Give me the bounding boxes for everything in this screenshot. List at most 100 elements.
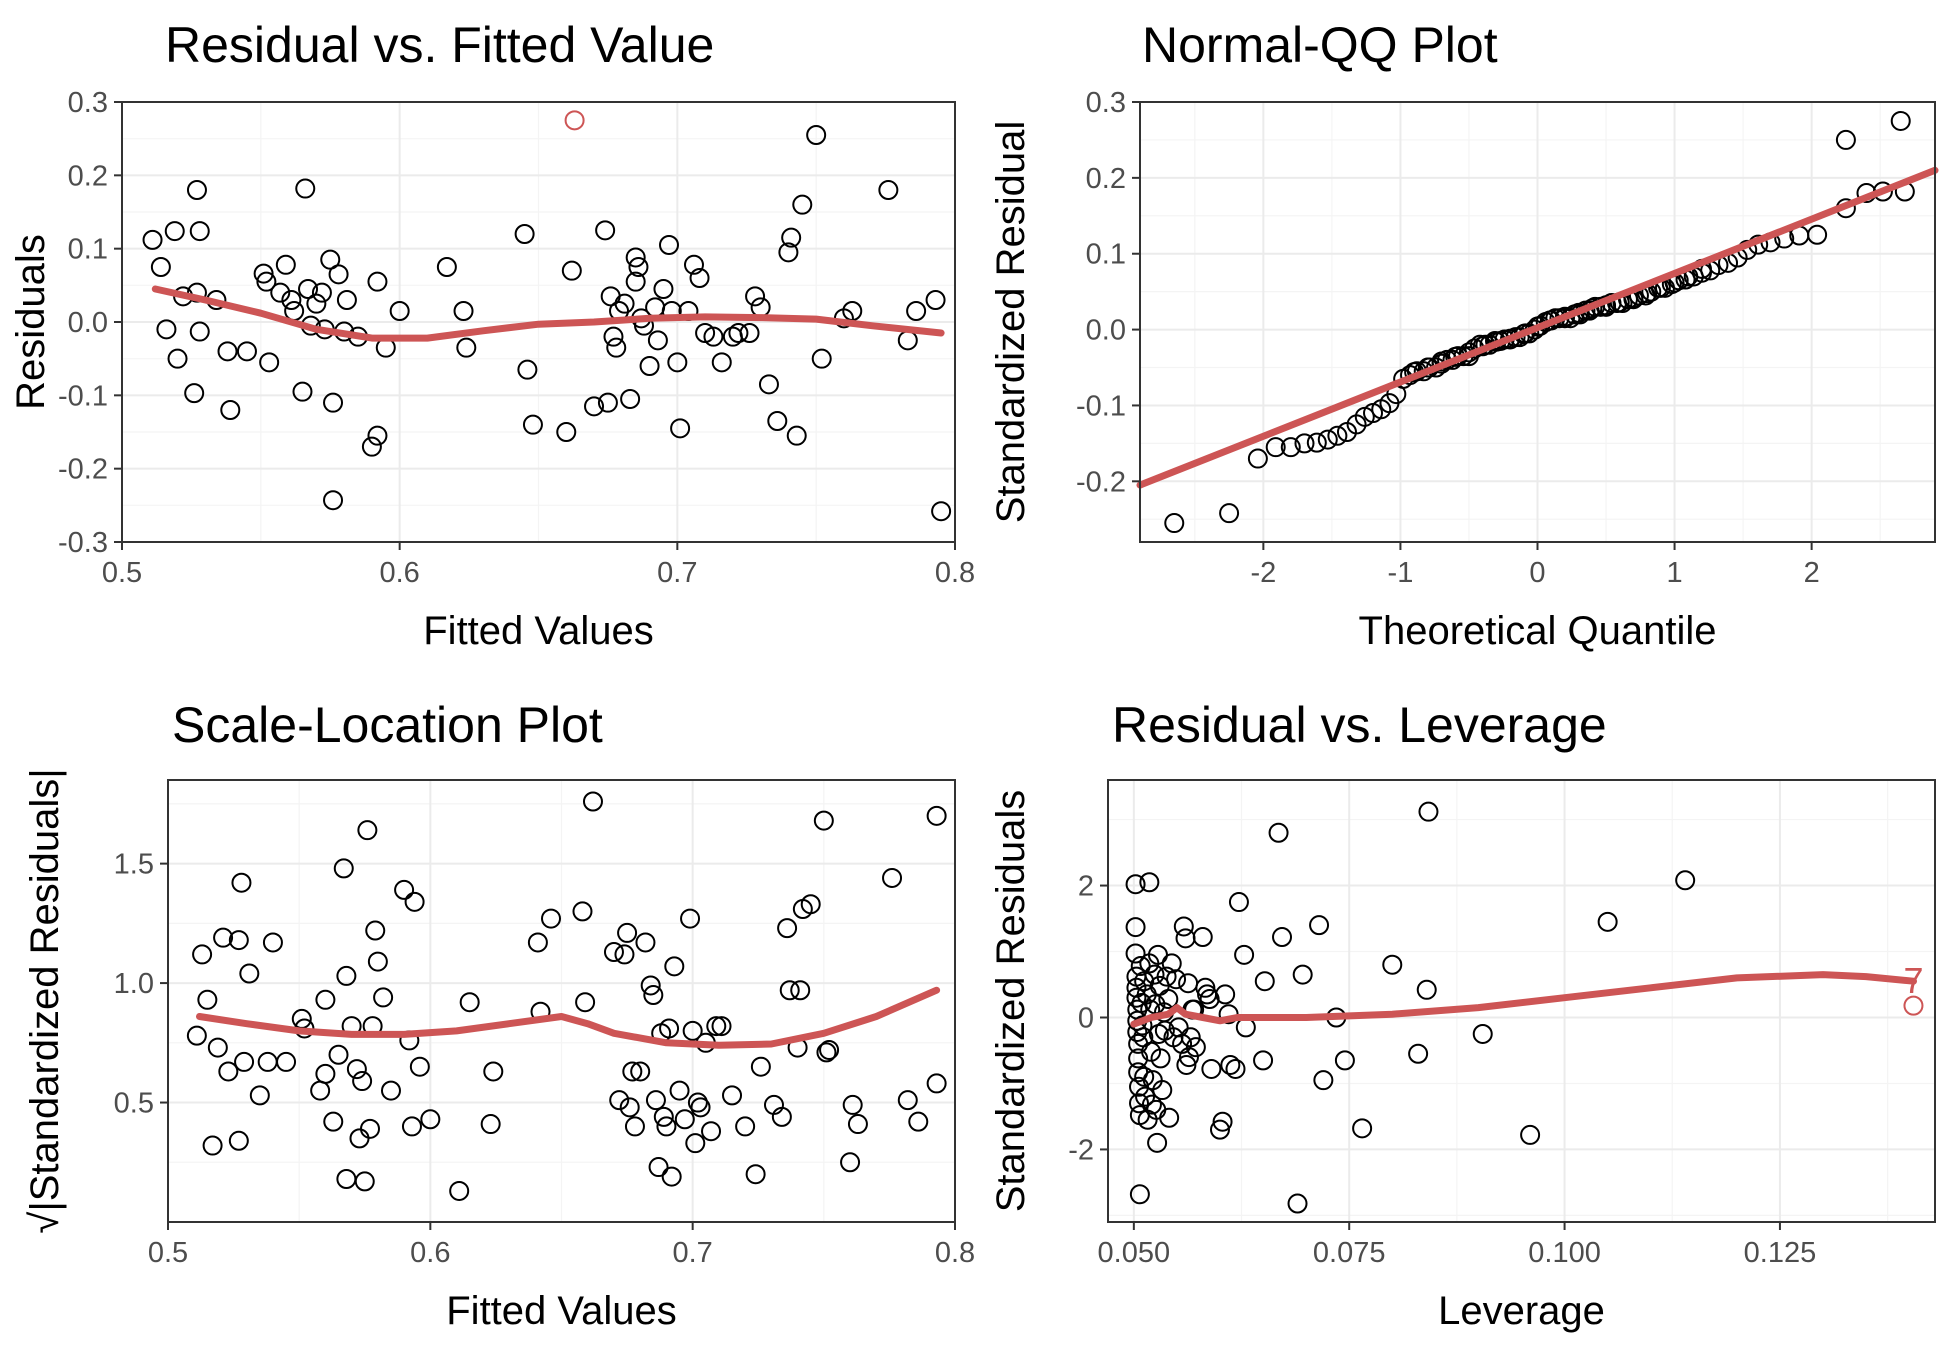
data-point — [653, 279, 674, 299]
y-tick-label: 0.3 — [68, 87, 108, 119]
data-point — [750, 1056, 771, 1077]
data-point — [220, 400, 241, 420]
data-point — [380, 1080, 401, 1101]
data-point — [1306, 432, 1327, 453]
x-axis-title: Fitted Values — [423, 609, 654, 653]
x-tick-label: 0.100 — [1528, 1237, 1601, 1269]
data-point — [409, 1056, 430, 1077]
data-point — [217, 341, 238, 362]
data-point — [306, 293, 327, 314]
data-point — [459, 992, 480, 1013]
data-point — [1156, 966, 1177, 987]
data-point — [262, 932, 283, 953]
data-point — [336, 290, 357, 310]
data-point — [367, 425, 388, 446]
data-point — [561, 260, 582, 281]
data-point — [361, 436, 382, 457]
data-point — [352, 1071, 373, 1092]
data-point — [207, 1037, 228, 1058]
data-point — [625, 247, 646, 268]
x-tick-label: 0 — [1529, 557, 1545, 589]
data-point — [906, 301, 927, 321]
data-point — [239, 963, 260, 984]
data-point — [572, 901, 593, 922]
data-point — [625, 271, 646, 292]
x-tick-label: 0.7 — [673, 1237, 713, 1269]
data-point — [620, 389, 641, 409]
data-point — [816, 1042, 837, 1063]
data-point — [603, 942, 624, 963]
data-point — [1254, 971, 1275, 992]
x-axis-title: Leverage — [1438, 1289, 1605, 1333]
data-point — [674, 1109, 695, 1130]
data-point — [311, 282, 332, 303]
data-point — [1134, 1066, 1155, 1087]
panel-1: 0.5 0.6 0.7 0.8 -0.3 -0.2 -0.1 0.0 0.1 0.2 0.3 Resi… — [9, 17, 975, 653]
x-tick-label: 1 — [1666, 557, 1682, 589]
data-point — [606, 337, 627, 358]
x-tick-label: 0.5 — [148, 1237, 188, 1269]
data-point — [1327, 425, 1348, 446]
data-point — [1520, 1124, 1541, 1145]
data-point — [619, 1097, 640, 1118]
data-point — [517, 359, 538, 380]
data-point — [659, 1018, 680, 1039]
data-point — [295, 178, 316, 199]
data-point — [1129, 1184, 1150, 1205]
y-tick-label: 1.0 — [114, 968, 154, 1000]
y-tick-label: 0.3 — [1086, 87, 1126, 119]
data-point — [1416, 979, 1437, 1000]
data-point — [142, 229, 163, 250]
data-point — [1158, 989, 1179, 1010]
data-point — [420, 1109, 441, 1130]
data-point — [897, 1090, 918, 1111]
x-tick-label: 0.075 — [1313, 1237, 1386, 1269]
data-point — [270, 282, 291, 303]
data-point — [1334, 1050, 1355, 1071]
data-point — [354, 1171, 375, 1192]
y-tick-label: 0.5 — [114, 1088, 154, 1120]
y-tick-label: -0.2 — [1076, 466, 1126, 498]
data-point — [1129, 1093, 1150, 1114]
data-point — [401, 1116, 422, 1137]
y-tick-label: 2 — [1078, 871, 1094, 903]
data-point — [813, 810, 834, 831]
data-point — [1152, 1080, 1173, 1101]
y-axis-title: √|Standardized Residuals| — [23, 768, 67, 1233]
data-point — [779, 980, 800, 1001]
x-tick-label: 0.7 — [657, 557, 697, 589]
data-point — [722, 1085, 743, 1106]
x-tick-label: -1 — [1388, 557, 1414, 589]
data-point — [1890, 110, 1911, 131]
data-point — [640, 975, 661, 996]
x-tick-label: 0.5 — [102, 557, 142, 589]
smooth-line — [196, 986, 941, 1049]
data-point — [614, 293, 635, 314]
x-tick-label: 2 — [1804, 557, 1820, 589]
data-point — [682, 1020, 703, 1041]
data-point — [584, 396, 605, 417]
data-point — [349, 1128, 370, 1149]
data-point — [790, 980, 811, 1001]
data-point — [806, 125, 827, 145]
data-point — [925, 290, 946, 310]
x-tick-label: 0.6 — [380, 557, 420, 589]
data-point — [259, 352, 280, 373]
data-point — [1176, 1054, 1197, 1075]
y-tick-label: -0.1 — [1076, 390, 1126, 422]
data-point — [767, 411, 788, 431]
data-point — [231, 872, 252, 893]
data-point — [639, 356, 660, 376]
x-axis-title: Theoretical Quantile — [1359, 609, 1717, 653]
data-point — [1253, 1050, 1274, 1071]
data-point — [197, 989, 218, 1010]
data-point — [514, 224, 535, 244]
data-point — [346, 1059, 367, 1080]
data-point — [1265, 437, 1286, 458]
x-tick-label: 0.8 — [935, 1237, 975, 1269]
data-point — [670, 418, 691, 439]
data-point — [323, 392, 344, 413]
data-point — [367, 951, 388, 972]
smooth-line — [151, 285, 945, 342]
